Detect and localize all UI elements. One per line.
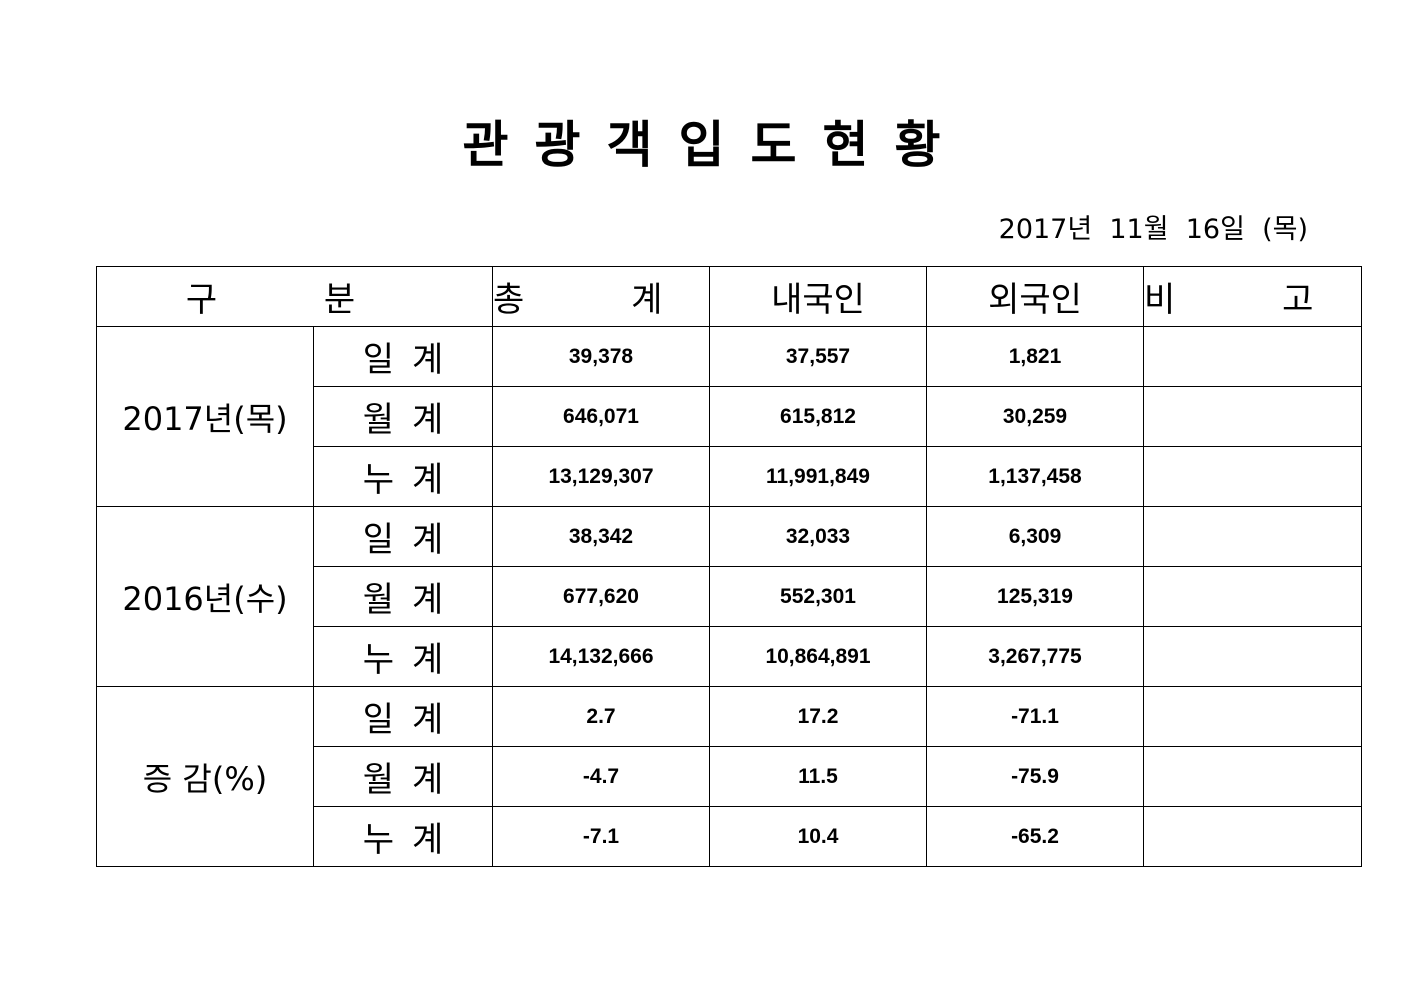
cell-remarks <box>1143 566 1362 627</box>
cell-total: 13,129,307 <box>492 446 710 507</box>
table-row: 월계 646,071 615,812 30,259 <box>97 386 1362 447</box>
table-row: 2016년(수) 일계 38,342 32,033 6,309 <box>96 506 1362 687</box>
cell-foreign: 3,267,775 <box>926 626 1144 687</box>
row-label: 월계 <box>313 566 493 627</box>
cell-remarks <box>1143 326 1362 387</box>
header-remarks: 비 고 <box>1143 266 1362 327</box>
header-domestic: 내국인 <box>709 266 927 327</box>
header-row: 구 분 총 계 내국인 외국인 비 고 <box>96 266 1362 327</box>
cell-domestic: 10.4 <box>709 806 927 867</box>
row-label: 누계 <box>313 806 493 867</box>
cell-foreign: 1,137,458 <box>926 446 1144 507</box>
cell-total: 677,620 <box>492 566 710 627</box>
cell-domestic: 11,991,849 <box>709 446 927 507</box>
cell-total: 14,132,666 <box>492 626 710 687</box>
header-category: 구 분 <box>96 266 493 327</box>
row-label: 누계 <box>313 626 493 687</box>
cell-foreign: -75.9 <box>926 746 1144 807</box>
cell-domestic: 37,557 <box>709 326 927 387</box>
cell-total: -7.1 <box>492 806 710 867</box>
cell-domestic: 32,033 <box>709 506 927 567</box>
cell-domestic: 11.5 <box>709 746 927 807</box>
cell-remarks <box>1143 506 1362 567</box>
cell-foreign: 6,309 <box>926 506 1144 567</box>
tourist-arrivals-table: 구 분 총 계 내국인 외국인 비 고 2017년(목) 일계 39,378 3… <box>96 266 1362 867</box>
row-label: 일계 <box>313 686 493 747</box>
table-row: 증 감(%) 일계 2.7 17.2 -71.1 <box>96 686 1362 867</box>
cell-remarks <box>1143 806 1362 867</box>
row-label: 월계 <box>313 386 493 447</box>
page-title: 관광객입도현황 <box>462 116 967 174</box>
row-label: 월계 <box>313 746 493 807</box>
cell-total: 646,071 <box>492 386 710 447</box>
cell-remarks <box>1143 446 1362 507</box>
cell-domestic: 17.2 <box>709 686 927 747</box>
cell-foreign: 125,319 <box>926 566 1144 627</box>
table-row: 누계 -7.1 10.4 -65.2 <box>97 806 1362 867</box>
report-date: 2017년 11월 16일 (목) <box>998 214 1308 245</box>
cell-remarks <box>1143 626 1362 687</box>
group-label-change: 증 감(%) <box>96 686 314 867</box>
row-label: 일계 <box>313 326 493 387</box>
group-label-2016: 2016년(수) <box>96 506 314 687</box>
cell-foreign: 30,259 <box>926 386 1144 447</box>
cell-domestic: 10,864,891 <box>709 626 927 687</box>
row-label: 일계 <box>313 506 493 567</box>
header-foreign: 외국인 <box>926 266 1144 327</box>
cell-domestic: 552,301 <box>709 566 927 627</box>
cell-total: 39,378 <box>492 326 710 387</box>
cell-total: 2.7 <box>492 686 710 747</box>
cell-foreign: 1,821 <box>926 326 1144 387</box>
cell-total: 38,342 <box>492 506 710 567</box>
cell-foreign: -71.1 <box>926 686 1144 747</box>
row-label: 누계 <box>313 446 493 507</box>
cell-remarks <box>1143 746 1362 807</box>
group-label-2017: 2017년(목) <box>96 326 314 507</box>
cell-remarks <box>1143 686 1362 747</box>
cell-remarks <box>1143 386 1362 447</box>
cell-foreign: -65.2 <box>926 806 1144 867</box>
cell-total: -4.7 <box>492 746 710 807</box>
header-total: 총 계 <box>492 266 710 327</box>
cell-domestic: 615,812 <box>709 386 927 447</box>
table-row: 2017년(목) 일계 39,378 37,557 1,821 <box>96 326 1362 507</box>
